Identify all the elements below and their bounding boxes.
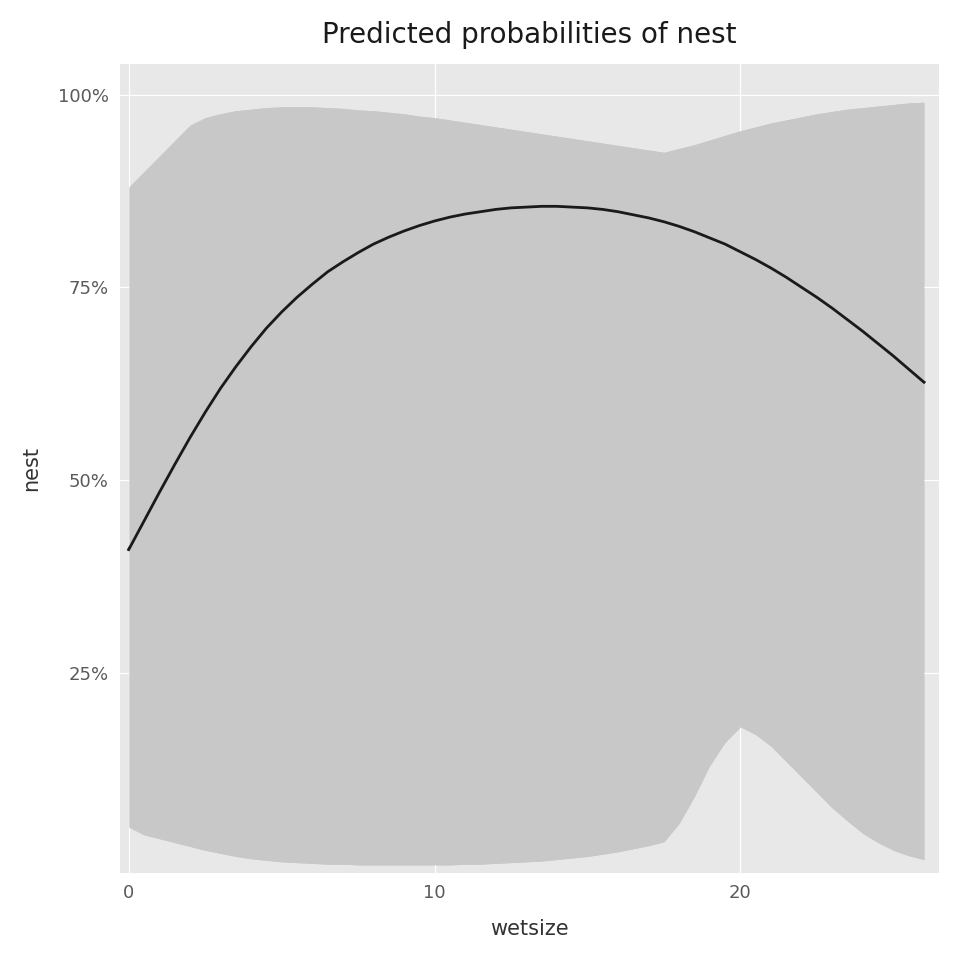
Title: Predicted probabilities of nest: Predicted probabilities of nest — [323, 21, 736, 49]
X-axis label: wetsize: wetsize — [490, 919, 568, 939]
Y-axis label: nest: nest — [21, 446, 41, 491]
